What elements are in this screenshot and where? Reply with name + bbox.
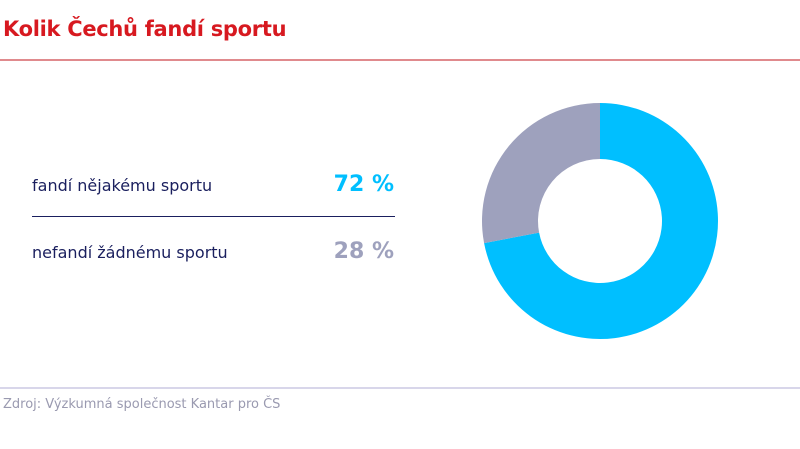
donut-slice-0 bbox=[484, 103, 719, 340]
donut-slice-1 bbox=[482, 103, 600, 244]
legend-item-non-fans: nefandí žádnému sportu 28 % bbox=[32, 237, 394, 267]
footer-divider bbox=[0, 387, 800, 389]
source-note: Zdroj: Výzkumná společnost Kantar pro ČS bbox=[3, 397, 281, 412]
legend-label: fandí nějakému sportu bbox=[32, 176, 213, 195]
legend-value: 28 % bbox=[333, 239, 394, 264]
legend-item-fans: fandí nějakému sportu 72 % bbox=[32, 170, 394, 200]
title-divider bbox=[0, 59, 800, 61]
legend-value: 72 % bbox=[333, 172, 394, 197]
legend-label: nefandí žádnému sportu bbox=[32, 243, 228, 262]
chart-title: Kolik Čechů fandí sportu bbox=[3, 17, 287, 41]
legend-divider bbox=[32, 216, 395, 217]
